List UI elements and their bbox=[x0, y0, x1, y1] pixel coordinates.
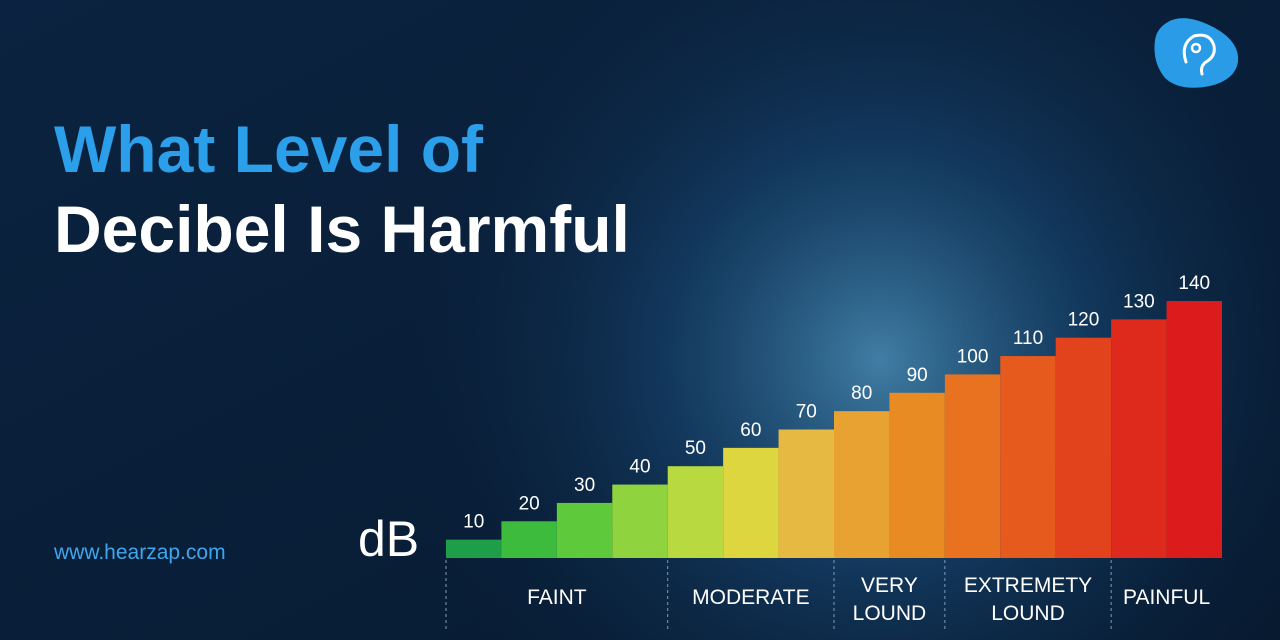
url: www.hearzap.com bbox=[53, 541, 226, 564]
group-label: PAINFUL bbox=[1123, 586, 1210, 609]
bar bbox=[612, 484, 668, 558]
group-label: EXTREMETY bbox=[964, 574, 1092, 597]
value-label: 10 bbox=[463, 512, 484, 533]
bar bbox=[1000, 356, 1056, 558]
group-label: VERY bbox=[861, 574, 918, 597]
bar bbox=[834, 411, 890, 558]
bar bbox=[778, 429, 834, 558]
bar bbox=[889, 392, 945, 558]
group-label: MODERATE bbox=[692, 586, 809, 609]
group-label: FAINT bbox=[527, 586, 587, 609]
value-label: 80 bbox=[851, 383, 872, 404]
value-label: 40 bbox=[629, 457, 650, 478]
bar bbox=[667, 466, 724, 558]
bar bbox=[501, 521, 557, 558]
group-label: LOUND bbox=[853, 602, 927, 625]
bar bbox=[556, 502, 613, 558]
value-label: 140 bbox=[1178, 273, 1210, 294]
value-label: 70 bbox=[796, 402, 817, 423]
value-label: 60 bbox=[740, 420, 761, 441]
bar bbox=[1111, 319, 1167, 558]
value-label: 120 bbox=[1068, 310, 1100, 331]
bar bbox=[1166, 301, 1222, 558]
bar bbox=[1055, 337, 1112, 558]
value-label: 130 bbox=[1123, 291, 1155, 312]
bar bbox=[723, 447, 779, 558]
y-axis-label: dB bbox=[358, 511, 419, 567]
value-label: 30 bbox=[574, 475, 595, 496]
bar bbox=[944, 374, 1001, 558]
bar bbox=[446, 539, 502, 558]
value-label: 20 bbox=[519, 493, 540, 514]
value-label: 90 bbox=[907, 365, 928, 386]
value-label: 100 bbox=[957, 346, 989, 367]
group-label: LOUND bbox=[991, 602, 1065, 625]
value-label: 110 bbox=[1013, 328, 1043, 349]
value-label: 50 bbox=[685, 438, 706, 459]
logo bbox=[1154, 18, 1239, 88]
title-line-1: What Level of bbox=[54, 112, 484, 186]
title-line-2: Decibel Is Harmful bbox=[54, 192, 630, 266]
